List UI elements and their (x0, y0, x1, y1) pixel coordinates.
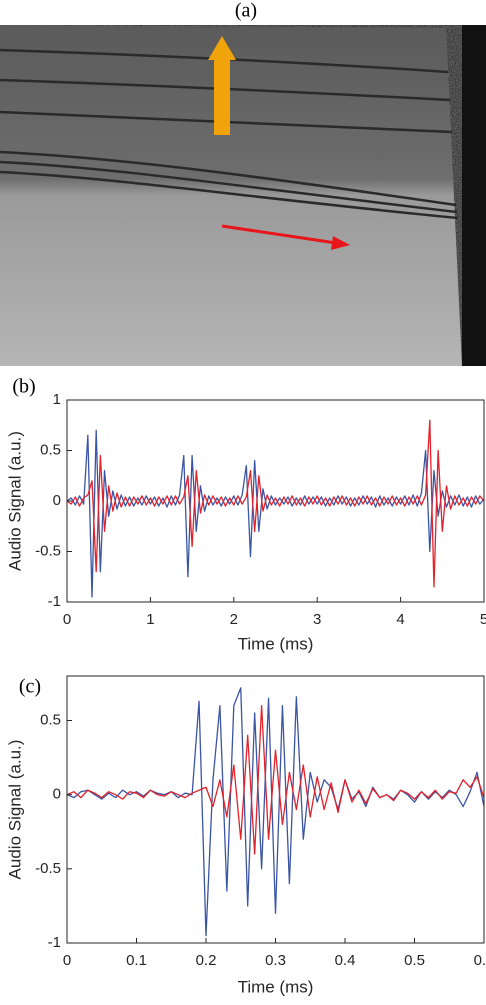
y-tick-label: 0 (53, 492, 61, 509)
image-sample (0, 25, 462, 366)
arrow-up (208, 36, 236, 135)
y-tick-label: -1 (48, 593, 61, 610)
x-tick-label: 4 (396, 611, 404, 628)
data-line (66, 419, 485, 588)
arrow-right (221, 224, 337, 245)
y-tick-label: 0.5 (40, 711, 61, 728)
x-tick-label: 0.2 (196, 952, 217, 969)
x-tick-label: 0.4 (335, 952, 356, 969)
data-line (66, 687, 485, 937)
panel-label: (b) (12, 376, 35, 398)
x-tick-label: 0 (63, 952, 71, 969)
plot-area (67, 400, 484, 602)
x-tick-label: 0.5 (404, 952, 425, 969)
y-tick-label: 0.5 (40, 441, 61, 458)
x-tick-label: 3 (313, 611, 321, 628)
panel-label: (a) (235, 0, 257, 22)
y-tick-label: 1 (53, 391, 61, 408)
y-axis-label: Audio Signal (a.u.) (5, 431, 24, 571)
arrow-head (331, 236, 350, 250)
micrograph (0, 25, 486, 366)
y-tick-label: -0.5 (35, 542, 61, 559)
x-axis-label: Time (ms) (238, 634, 314, 653)
panel-label: (c) (19, 676, 41, 698)
x-tick-label: 5 (480, 611, 486, 628)
y-tick-label: -0.5 (35, 860, 61, 877)
x-tick-label: 0.3 (265, 952, 286, 969)
y-tick-label: -1 (48, 934, 61, 951)
x-tick-label: 2 (230, 611, 238, 628)
x-tick-label: 0 (63, 611, 71, 628)
data-line (66, 705, 485, 855)
y-axis-label: Audio Signal (a.u.) (5, 740, 24, 880)
x-tick-label: 1 (146, 611, 154, 628)
y-tick-label: 0 (53, 786, 61, 803)
x-axis-label: Time (ms) (238, 977, 314, 996)
x-tick-label: 0.6 (474, 952, 486, 969)
x-tick-label: 0.1 (126, 952, 147, 969)
